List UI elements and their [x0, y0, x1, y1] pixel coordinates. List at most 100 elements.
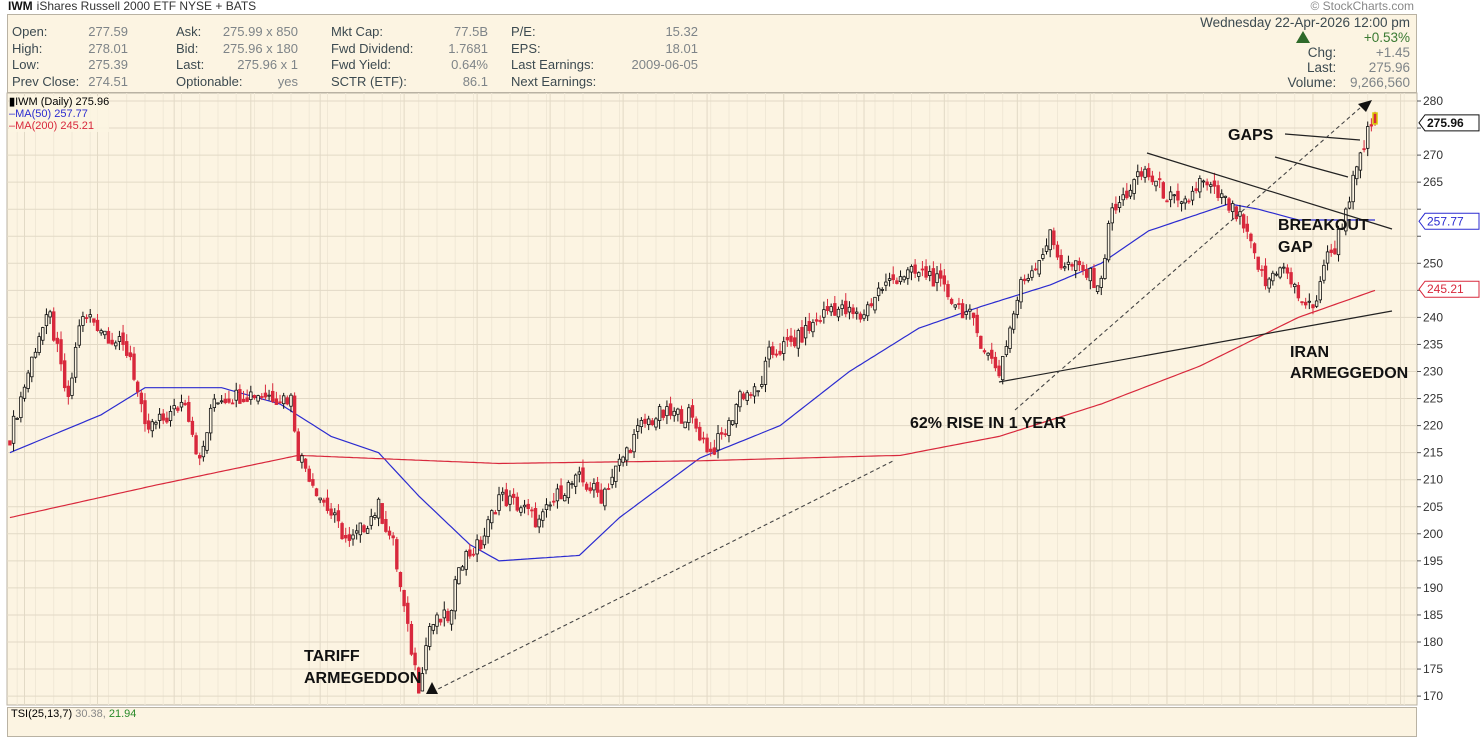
quote-label: P/E: — [511, 24, 536, 39]
candle — [1274, 271, 1279, 277]
candle-body — [70, 377, 74, 396]
quote-label: Last Earnings: — [511, 57, 595, 72]
candle-body — [1263, 265, 1268, 287]
candle-body — [1340, 227, 1344, 230]
candle — [709, 442, 713, 457]
candle-body — [563, 495, 567, 502]
candle — [427, 622, 432, 651]
candle — [698, 422, 702, 442]
candle — [1296, 282, 1301, 302]
candle — [125, 334, 129, 359]
candle-body — [398, 571, 403, 588]
candle-body — [1117, 202, 1122, 208]
security-name: iShares Russell 2000 ETF NYSE + BATS — [36, 0, 257, 13]
candle — [555, 483, 560, 509]
candle — [135, 380, 140, 397]
candle-body — [515, 496, 519, 511]
candle — [351, 529, 355, 546]
candle-body — [81, 316, 85, 326]
candle-body — [1194, 188, 1198, 192]
candle-body — [1307, 300, 1312, 303]
candle-body — [340, 523, 344, 540]
candle — [1015, 296, 1020, 319]
candle-body — [409, 623, 414, 655]
candle — [1256, 256, 1260, 273]
candle — [453, 575, 457, 620]
candle — [855, 307, 859, 320]
candle — [982, 348, 987, 355]
candle — [971, 312, 976, 326]
candle — [577, 466, 582, 483]
candle-body — [606, 488, 611, 490]
quote-value: 1.7681 — [448, 40, 488, 56]
candle-body — [347, 534, 352, 541]
candle-body — [1179, 201, 1184, 204]
candle-body — [351, 534, 355, 540]
candle-body — [577, 471, 582, 475]
candle — [672, 407, 676, 422]
candle — [281, 392, 286, 409]
candle — [522, 499, 527, 514]
candle-body — [48, 311, 52, 318]
candle — [464, 549, 468, 576]
candle-body — [427, 626, 432, 647]
candle-body — [1019, 279, 1023, 303]
candle — [1194, 181, 1198, 194]
candle — [949, 297, 954, 306]
annotation-label: TARIFF — [304, 648, 360, 665]
candle-body — [157, 413, 162, 421]
candle — [1285, 264, 1290, 280]
candle — [373, 512, 377, 520]
candle-body — [1373, 113, 1377, 124]
candle — [690, 399, 695, 424]
candle — [1074, 260, 1078, 279]
candle-body — [942, 275, 947, 285]
candle — [1372, 111, 1378, 126]
candle-body — [782, 341, 786, 354]
quote-field: Ask: 275.99 x 850 — [176, 24, 298, 39]
candle — [909, 264, 914, 281]
last-value: 275.96 — [1368, 60, 1410, 75]
candle — [829, 303, 833, 317]
candle-body — [208, 407, 213, 434]
candle-body — [887, 278, 892, 281]
candle — [599, 483, 603, 504]
candle — [230, 399, 235, 405]
candle — [395, 536, 399, 572]
quote-field: Open: 277.59 — [12, 24, 128, 39]
candle-body — [526, 503, 530, 509]
candle-body — [701, 437, 706, 440]
candle-body — [125, 341, 129, 356]
candle — [1117, 195, 1122, 213]
candle-body — [168, 411, 173, 422]
candle — [782, 336, 786, 361]
candle — [179, 394, 184, 412]
candle — [238, 384, 242, 404]
candle — [1110, 202, 1114, 231]
tsi-panel: TSI(25,13,7) 30.38, 21.94 — [7, 707, 1417, 737]
candle — [617, 454, 622, 472]
candle — [979, 335, 983, 349]
candle — [325, 489, 330, 514]
candle-body — [460, 566, 465, 571]
candle-body — [931, 268, 936, 287]
candle-body — [1136, 171, 1140, 178]
last-candle-highlight — [1372, 112, 1378, 125]
candle — [121, 324, 125, 351]
candle-body — [179, 401, 184, 408]
candle-body — [1081, 264, 1085, 271]
candle — [548, 501, 552, 511]
quote-label: SCTR (ETF): — [331, 73, 407, 89]
candle — [183, 399, 187, 406]
candle-body — [26, 372, 30, 389]
candle — [1001, 356, 1005, 385]
candle — [103, 330, 107, 340]
candle-body — [1052, 230, 1056, 246]
candle-body — [508, 495, 512, 505]
candle — [515, 492, 519, 512]
candle — [1190, 186, 1195, 206]
candle-body — [303, 458, 308, 469]
candle-body — [241, 398, 246, 403]
candle-body — [369, 515, 373, 526]
candle — [654, 416, 658, 431]
